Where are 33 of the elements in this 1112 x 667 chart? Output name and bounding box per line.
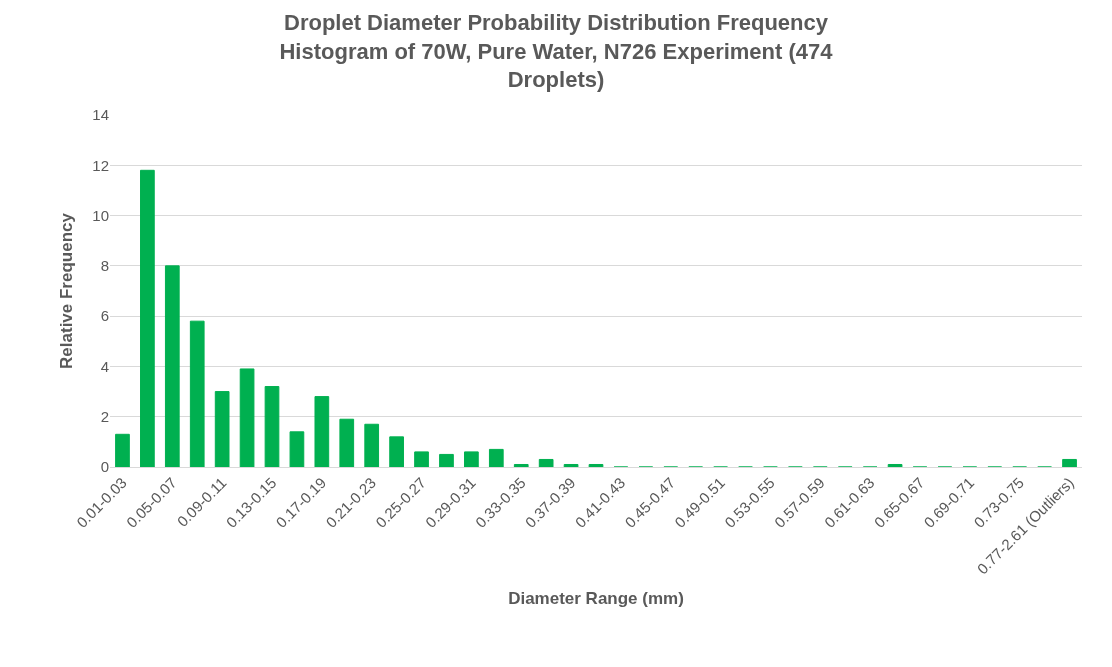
- bar: [389, 436, 404, 467]
- bar: [513, 463, 529, 467]
- x-axis-title: Diameter Range (mm): [508, 588, 684, 608]
- bar: [364, 423, 380, 467]
- y-tick-label: 4: [100, 357, 109, 375]
- bar: [164, 265, 180, 467]
- bar: [314, 396, 330, 467]
- bar: [464, 451, 479, 467]
- bar: [214, 391, 230, 467]
- y-tick-label: 8: [100, 257, 109, 275]
- bar: [588, 463, 604, 467]
- bar: [239, 368, 255, 467]
- bar: [339, 418, 355, 467]
- bar: [264, 386, 280, 467]
- bar: [115, 433, 130, 467]
- bar: [439, 453, 454, 467]
- chart-title: Droplet Diameter Probability Distribution Frequency Histogram of 70W, Pure Water, N726 Experiment (474 Droplets): [279, 10, 834, 93]
- y-tick-label: 6: [100, 307, 109, 325]
- bar: [488, 448, 504, 467]
- y-tick-label: 14: [92, 106, 109, 124]
- bar: [289, 431, 305, 467]
- bar: [1062, 458, 1077, 467]
- y-tick-label: 0: [100, 458, 109, 476]
- bar: [563, 463, 579, 467]
- bar: [414, 451, 429, 467]
- y-tick-label: 2: [100, 407, 109, 425]
- y-tick-label: 12: [92, 156, 109, 174]
- bar: [189, 320, 205, 467]
- y-tick-label: 10: [92, 206, 109, 224]
- bar: [887, 463, 903, 467]
- bar: [140, 169, 155, 467]
- y-axis-title: Relative Frequency: [56, 212, 76, 369]
- bar: [538, 458, 554, 467]
